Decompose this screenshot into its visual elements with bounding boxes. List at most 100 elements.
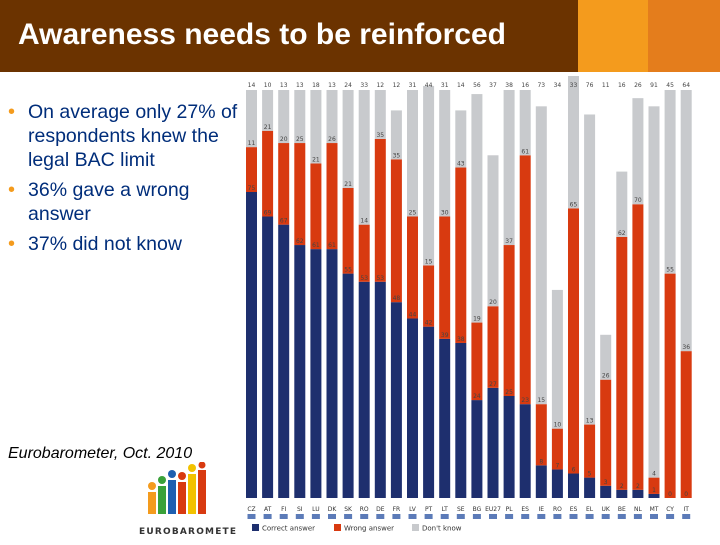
data-label: 37	[505, 238, 513, 245]
bar-segment	[390, 302, 402, 498]
bar-segment	[664, 273, 676, 498]
eurobarometer-logo: EUROBAROMETER	[136, 461, 244, 540]
bullet-icon: •	[8, 101, 16, 123]
data-label: 53	[360, 275, 368, 282]
data-label: 26	[602, 373, 610, 380]
data-label: 62	[618, 230, 626, 237]
bar-segment	[487, 387, 499, 498]
category-label: EU27	[485, 506, 501, 513]
category-label: EL	[586, 506, 594, 513]
data-label: 35	[376, 132, 384, 139]
data-label: 55	[344, 267, 352, 274]
legend-swatch	[412, 524, 419, 531]
flag-icon	[650, 514, 658, 519]
data-label: 38	[457, 336, 465, 343]
bar-segment	[423, 85, 435, 266]
slide-title: Awareness needs to be reinforced	[18, 18, 506, 51]
bar-segment	[551, 469, 563, 498]
data-label: 33	[570, 82, 578, 89]
title-accent-block-2	[648, 0, 720, 72]
bar-segment	[455, 110, 467, 168]
bar-segment	[278, 224, 290, 498]
bar-segment	[648, 477, 660, 494]
category-label: SE	[457, 506, 465, 513]
flag-icon	[424, 514, 433, 519]
legend-label: Wrong answer	[344, 525, 394, 533]
flag-icon	[279, 514, 288, 519]
data-label: 39	[441, 332, 449, 339]
data-label: 55	[666, 267, 674, 274]
category-label: LU	[312, 506, 319, 513]
data-label: 67	[280, 218, 288, 225]
bar-segment	[648, 106, 660, 478]
data-label: 69	[264, 209, 272, 216]
flag-icon	[505, 514, 514, 519]
category-label: ES	[570, 506, 578, 513]
bar-segment	[294, 143, 306, 246]
data-label: 12	[376, 82, 384, 89]
data-label: 33	[360, 82, 368, 89]
data-label: 30	[441, 209, 449, 216]
bar-segment	[374, 90, 386, 139]
bullet-text: 36% gave a wrong answer	[28, 179, 190, 225]
data-label: 21	[344, 181, 352, 188]
bar-segment	[503, 245, 515, 396]
bar-segment	[648, 493, 660, 498]
title-bar	[0, 0, 578, 72]
flag-icon	[295, 514, 304, 519]
data-label: 26	[328, 136, 336, 143]
data-label: 25	[409, 209, 417, 216]
bar-segment	[503, 396, 515, 498]
bar-segment	[262, 90, 274, 131]
bar-segment	[310, 90, 322, 164]
bullet-icon: •	[8, 233, 16, 255]
bar-segment	[326, 90, 338, 144]
category-label: CY	[666, 506, 674, 513]
bar-segment	[439, 90, 451, 217]
bullet-text: 37% did not know	[28, 233, 182, 255]
title-accent-block	[578, 0, 648, 72]
bar-segment	[294, 245, 306, 498]
data-label: 31	[441, 82, 449, 89]
data-label: 75	[248, 185, 256, 192]
category-label: NL	[634, 506, 642, 513]
data-label: 15	[537, 397, 545, 404]
data-label: 70	[634, 197, 642, 204]
bar-segment	[358, 224, 370, 282]
data-label: 37	[489, 82, 497, 89]
flag-icon	[376, 514, 385, 519]
category-label: ES	[521, 506, 529, 513]
logo-text: EUROBAROMETER	[139, 527, 236, 537]
bar-segment	[246, 147, 257, 192]
category-label: PL	[506, 506, 514, 513]
data-label: 7	[555, 462, 559, 469]
data-label: 23	[521, 397, 529, 404]
bar-segment	[374, 281, 386, 498]
data-label: 24	[344, 82, 352, 89]
category-label: DE	[376, 506, 385, 513]
chart-area: 75 11 14 CZ 69 21 10 AT 67 20 13 FI 62 25 13 SI 61 21 18 LU…	[244, 73, 720, 540]
data-label: 10	[554, 422, 562, 429]
bar-segment	[535, 404, 547, 466]
flag-icon	[521, 514, 530, 519]
flag-icon	[328, 514, 336, 519]
flag-icon	[456, 514, 465, 519]
category-label: FR	[393, 506, 401, 513]
data-label: 18	[312, 82, 320, 89]
data-label: 65	[570, 201, 578, 208]
bar-segment	[664, 90, 676, 274]
data-label: 13	[586, 418, 594, 425]
flag-icon	[617, 514, 626, 519]
bar-segment	[423, 265, 435, 327]
bar-segment	[551, 428, 563, 470]
data-label: 16	[618, 82, 626, 89]
bar-segment	[455, 342, 467, 498]
bar-segment	[423, 326, 435, 498]
data-label: 4	[652, 471, 656, 478]
data-label: 91	[650, 82, 658, 89]
category-label: IT	[683, 506, 689, 513]
flag-icon	[472, 514, 481, 519]
flag-icon	[408, 514, 417, 519]
data-label: 31	[409, 82, 417, 89]
bar-segment	[616, 171, 628, 237]
